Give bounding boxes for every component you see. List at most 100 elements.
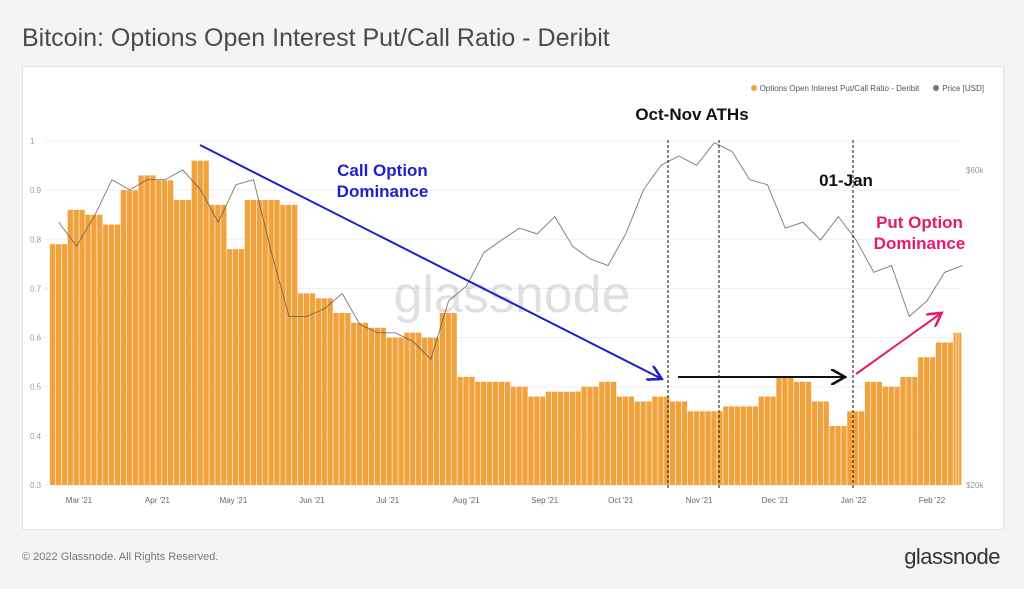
put-dominance-arrow bbox=[855, 314, 940, 375]
ratio-bar bbox=[776, 376, 782, 485]
ratio-bar bbox=[292, 204, 298, 485]
legend-dot bbox=[933, 85, 940, 91]
y-tick-label: 0.7 bbox=[30, 284, 42, 293]
ratio-bar bbox=[870, 381, 877, 485]
ratio-bar bbox=[315, 298, 321, 485]
ratio-bar bbox=[144, 175, 150, 485]
ratio-bar bbox=[752, 406, 759, 485]
y-tick-label: 0.5 bbox=[30, 383, 42, 392]
ratio-bar bbox=[351, 322, 357, 485]
ratio-bar bbox=[392, 337, 398, 485]
ratio-bar bbox=[55, 244, 62, 485]
ratio-bar bbox=[286, 204, 292, 485]
ratio-bar bbox=[238, 249, 245, 485]
ratio-bar bbox=[847, 411, 853, 485]
ratio-bar bbox=[114, 224, 121, 486]
ratio-bar bbox=[634, 401, 640, 485]
ratio-bar bbox=[811, 401, 818, 485]
ratio-bar bbox=[959, 332, 962, 485]
ratio-bar bbox=[168, 180, 174, 486]
x-tick-label: Sep '21 bbox=[531, 496, 558, 505]
ratio-bar bbox=[658, 396, 664, 485]
ratio-bar bbox=[664, 396, 670, 485]
y-tick-label: 0.9 bbox=[30, 186, 42, 195]
ratio-bar bbox=[894, 386, 900, 485]
ratio-bar bbox=[900, 376, 906, 485]
ratio-bar bbox=[398, 337, 404, 485]
y-tick-label: 0.6 bbox=[30, 334, 42, 343]
ratio-bar bbox=[504, 381, 510, 485]
ratio-bar bbox=[280, 204, 286, 485]
ratio-bar bbox=[841, 426, 847, 485]
ratio-bar bbox=[256, 199, 262, 485]
ratio-bar bbox=[421, 337, 428, 485]
x-tick-label: Feb '22 bbox=[919, 496, 946, 505]
ratio-bar bbox=[404, 332, 410, 485]
ratio-bar bbox=[835, 426, 841, 485]
ratio-bar bbox=[557, 391, 564, 485]
ratio-bar bbox=[250, 199, 257, 485]
ratio-bar bbox=[327, 298, 333, 485]
ratio-bar bbox=[823, 401, 829, 485]
ratio-bar bbox=[817, 401, 823, 485]
ratio-bar bbox=[232, 249, 239, 485]
ratio-bar bbox=[469, 376, 475, 485]
ratio-bar bbox=[79, 209, 85, 486]
ratio-bar bbox=[120, 190, 127, 485]
ratio-bar bbox=[947, 342, 953, 485]
ratio-bar bbox=[929, 357, 936, 485]
x-tick-label: Jul '21 bbox=[376, 496, 399, 505]
x-tick-label: Jun '21 bbox=[299, 496, 325, 505]
ratio-bar bbox=[492, 381, 499, 485]
legend-item-ratio[interactable]: Options Open Interest Put/Call Ratio - D… bbox=[750, 84, 919, 93]
ratio-bar bbox=[126, 190, 132, 485]
y-right-tick-label: $60k bbox=[966, 166, 984, 175]
ratio-bar bbox=[605, 381, 611, 485]
ratio-bar bbox=[551, 391, 558, 485]
ratio-bar bbox=[581, 386, 587, 485]
ratio-bar bbox=[864, 381, 871, 485]
ratio-bar bbox=[362, 322, 369, 485]
ratio-bar bbox=[717, 411, 723, 485]
ratio-bar bbox=[681, 401, 688, 485]
ratio-bar bbox=[481, 381, 487, 485]
ratio-bar bbox=[150, 175, 156, 485]
ratio-bar bbox=[510, 386, 516, 485]
ratio-bar bbox=[357, 322, 363, 485]
annotation-put: Put Option Dominance bbox=[873, 213, 966, 253]
ratio-bar bbox=[829, 426, 835, 485]
ratio-bar bbox=[244, 199, 251, 485]
ratio-bar bbox=[215, 204, 221, 485]
ratio-bar bbox=[197, 160, 203, 485]
x-tick-label: Aug '21 bbox=[453, 496, 480, 505]
ratio-bar bbox=[528, 396, 534, 485]
ratio-bar bbox=[439, 313, 445, 485]
x-tick-label: Jan '22 bbox=[841, 496, 867, 505]
ratio-bar bbox=[457, 376, 463, 485]
ratio-bar bbox=[616, 396, 623, 485]
call-dominance-arrow bbox=[199, 144, 660, 378]
ratio-bar bbox=[859, 411, 865, 485]
ratio-bar bbox=[67, 209, 73, 486]
ratio-bar bbox=[49, 244, 56, 485]
ratio-bar bbox=[770, 396, 776, 485]
ratio-bar bbox=[221, 204, 227, 485]
ratio-bar bbox=[91, 214, 97, 485]
ratio-bar bbox=[687, 411, 694, 485]
ratio-bar bbox=[156, 180, 162, 486]
copyright: © 2022 Glassnode. All Rights Reserved. bbox=[22, 551, 219, 563]
ratio-bar bbox=[162, 180, 168, 486]
legend-item-price[interactable]: Price [USD] bbox=[933, 84, 984, 93]
ratio-bar bbox=[622, 396, 629, 485]
legend-label: Price [USD] bbox=[942, 84, 984, 93]
ratio-bar bbox=[563, 391, 570, 485]
x-tick-label: Dec '21 bbox=[762, 496, 789, 505]
ratio-bar bbox=[764, 396, 770, 485]
ratio-bar bbox=[433, 337, 440, 485]
ratio-bar bbox=[788, 376, 794, 485]
x-tick-label: Oct '21 bbox=[608, 496, 634, 505]
x-tick-label: Apr '21 bbox=[145, 496, 171, 505]
ratio-bar bbox=[262, 199, 268, 485]
ratio-bar bbox=[427, 337, 434, 485]
